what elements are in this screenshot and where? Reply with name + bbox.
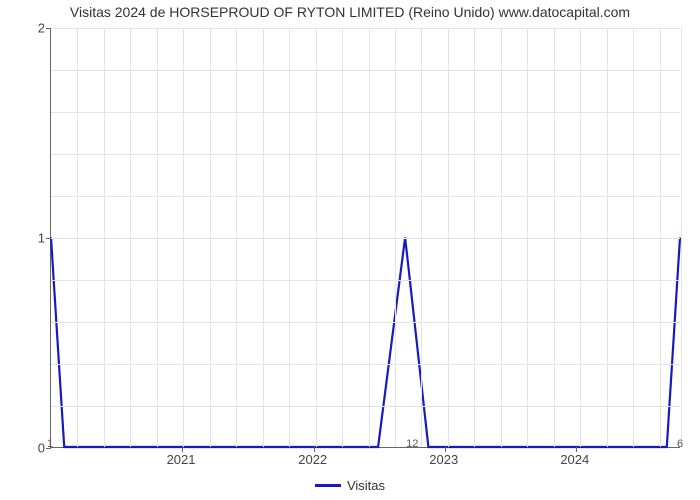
gridline-v	[236, 28, 237, 447]
gridline-v	[369, 28, 370, 447]
gridline-v	[607, 28, 608, 447]
mini-label: 12	[406, 438, 418, 450]
gridline-h	[51, 322, 680, 323]
gridline-v	[474, 28, 475, 447]
gridline-v	[130, 28, 131, 447]
plot-area	[50, 28, 680, 448]
ytick-mark	[46, 238, 51, 239]
gridline-h	[51, 154, 680, 155]
gridline-h	[51, 70, 680, 71]
gridline-v	[395, 28, 396, 447]
gridline-v	[183, 28, 184, 447]
gridline-v	[316, 28, 317, 447]
gridline-v	[633, 28, 634, 447]
mini-label: 1	[47, 438, 53, 450]
gridline-v	[104, 28, 105, 447]
gridline-v	[580, 28, 581, 447]
ytick-label: 0	[5, 441, 45, 456]
gridline-v	[210, 28, 211, 447]
gridline-v	[660, 28, 661, 447]
legend-item-visitas: Visitas	[315, 478, 385, 493]
gridline-v	[554, 28, 555, 447]
ytick-label: 2	[5, 21, 45, 36]
gridline-v	[681, 28, 682, 447]
ytick-mark	[46, 28, 51, 29]
gridline-v	[289, 28, 290, 447]
gridline-h	[51, 196, 680, 197]
xtick-label: 2024	[560, 452, 589, 467]
legend-label: Visitas	[347, 478, 385, 493]
xtick-label: 2023	[429, 452, 458, 467]
chart-title: Visitas 2024 de HORSEPROUD OF RYTON LIMI…	[0, 4, 700, 20]
legend-swatch	[315, 484, 341, 487]
xtick-label: 2021	[167, 452, 196, 467]
gridline-v	[77, 28, 78, 447]
mini-label: 6	[677, 438, 683, 450]
gridline-h	[51, 112, 680, 113]
gridline-v	[448, 28, 449, 447]
gridline-v	[421, 28, 422, 447]
gridline-h	[51, 364, 680, 365]
xtick-label: 2022	[298, 452, 327, 467]
gridline-h	[51, 406, 680, 407]
gridline-h	[51, 238, 680, 239]
ytick-label: 1	[5, 231, 45, 246]
gridline-h	[51, 280, 680, 281]
legend: Visitas	[0, 474, 700, 493]
gridline-v	[157, 28, 158, 447]
gridline-v	[263, 28, 264, 447]
gridline-v	[527, 28, 528, 447]
gridline-v	[342, 28, 343, 447]
gridline-h	[51, 28, 680, 29]
gridline-v	[501, 28, 502, 447]
